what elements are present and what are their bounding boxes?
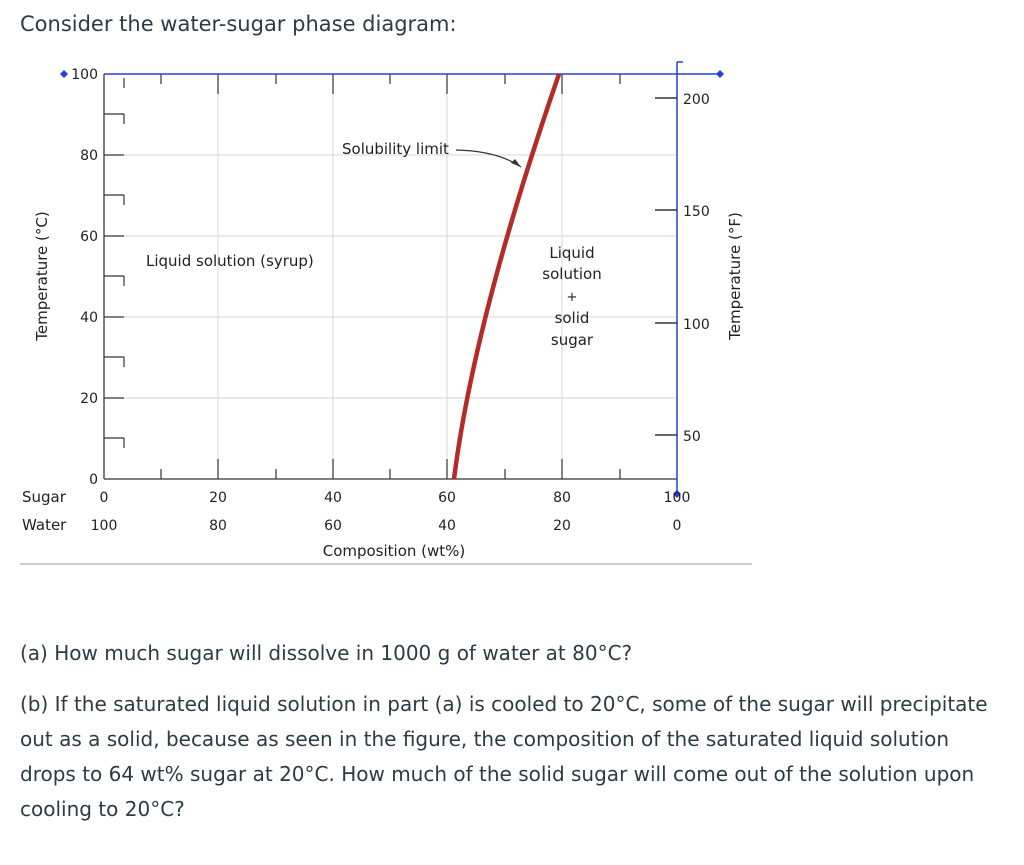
right-tick-labels: 200 150 100 50 <box>683 92 710 445</box>
water-tick-label: 80 <box>209 518 227 534</box>
region-liquid-label: Liquid solution (syrup) <box>146 252 314 270</box>
two-phase-line: sugar <box>551 331 594 349</box>
sugar-tick-label: 100 <box>664 490 691 506</box>
left-tick-labels: 100 80 60 40 20 0 <box>71 67 98 488</box>
bottom-axis-ticks <box>160 459 621 479</box>
two-phase-line: + <box>567 290 578 305</box>
right-axis-ticks <box>655 97 677 436</box>
right-tick-label: 200 <box>683 92 710 108</box>
right-tick-label: 150 <box>683 204 710 220</box>
two-phase-line: Liquid <box>549 244 594 262</box>
water-tick-label: 0 <box>673 518 682 534</box>
overlay-marker-left <box>60 70 68 78</box>
left-tick-label: 100 <box>71 67 98 83</box>
left-tick-label: 40 <box>80 310 98 326</box>
solubility-curve <box>451 73 562 480</box>
right-tick-label: 50 <box>683 429 701 445</box>
grid <box>104 74 677 479</box>
left-tick-label: 0 <box>89 472 98 488</box>
intro-text: Consider the water-sugar phase diagram: <box>20 12 457 36</box>
question-b: (b) If the saturated liquid solution in … <box>20 692 988 821</box>
x-axis-label: Composition (wt%) <box>323 542 466 560</box>
sugar-tick-label: 80 <box>553 490 571 506</box>
solubility-arrowhead <box>511 159 521 167</box>
two-phase-line: solution <box>542 265 601 283</box>
sugar-row-label: Sugar <box>22 488 67 506</box>
sugar-tick-label: 60 <box>438 490 456 506</box>
solubility-arrow <box>455 149 522 168</box>
sugar-tick-labels: 0 20 40 60 80 100 <box>100 490 691 506</box>
left-tick-label: 60 <box>80 229 98 245</box>
overlay-marker-right <box>716 70 724 78</box>
sugar-tick-label: 20 <box>209 490 227 506</box>
right-tick-label: 100 <box>683 317 710 333</box>
solubility-limit-label: Solubility limit <box>342 140 449 158</box>
left-tick-label: 80 <box>80 148 98 164</box>
water-tick-label: 20 <box>553 518 571 534</box>
question-a: (a) How much sugar will dissolve in 1000… <box>20 641 633 665</box>
sugar-tick-label: 0 <box>100 490 109 506</box>
water-row-label: Water <box>22 516 67 534</box>
water-tick-label: 40 <box>438 518 456 534</box>
two-phase-line: solid <box>555 309 590 327</box>
overlay-frame <box>104 62 720 492</box>
left-tick-label: 20 <box>80 391 98 407</box>
water-tick-label: 100 <box>91 518 118 534</box>
sugar-tick-label: 40 <box>324 490 342 506</box>
right-axis-label: Temperature (°F) <box>726 212 744 341</box>
water-tick-labels: 100 80 60 40 20 0 <box>91 518 682 534</box>
left-axis-ticks <box>104 78 125 448</box>
top-axis-ticks <box>160 74 621 94</box>
overlay-marker-bottom <box>673 490 681 498</box>
divider <box>20 563 752 565</box>
left-axis-label: Temperature (°C) <box>33 211 51 341</box>
water-tick-label: 60 <box>324 518 342 534</box>
region-two-phase-label: Liquid solution + solid sugar <box>542 244 601 349</box>
